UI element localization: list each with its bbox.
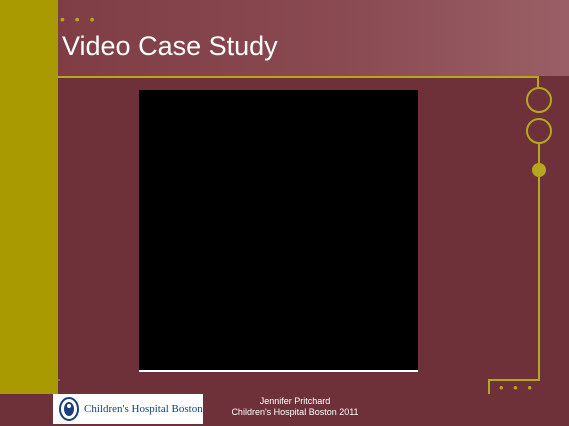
footer-credits: Jennifer Pritchard Children's Hospital B… — [205, 396, 385, 418]
title-ellipsis-icon: • • • — [60, 11, 98, 27]
dot-icon — [532, 163, 546, 177]
frame-top-line — [58, 76, 539, 88]
footer-author: Jennifer Pritchard — [259, 396, 331, 406]
ring-icon — [526, 87, 552, 113]
logo-text: Children's Hospital Boston — [84, 403, 203, 415]
accent-bar-left — [0, 0, 58, 394]
hospital-emblem-icon — [59, 397, 79, 421]
bottom-ellipsis-icon: • • • — [499, 380, 535, 395]
video-player[interactable] — [139, 90, 418, 372]
title-band — [0, 0, 569, 76]
hospital-logo: Children's Hospital Boston — [53, 394, 203, 424]
ring-icon — [526, 118, 552, 144]
slide-title: Video Case Study — [62, 31, 278, 61]
frame-right-line — [488, 177, 540, 394]
footer-affiliation: Children's Hospital Boston 2011 — [231, 407, 359, 417]
